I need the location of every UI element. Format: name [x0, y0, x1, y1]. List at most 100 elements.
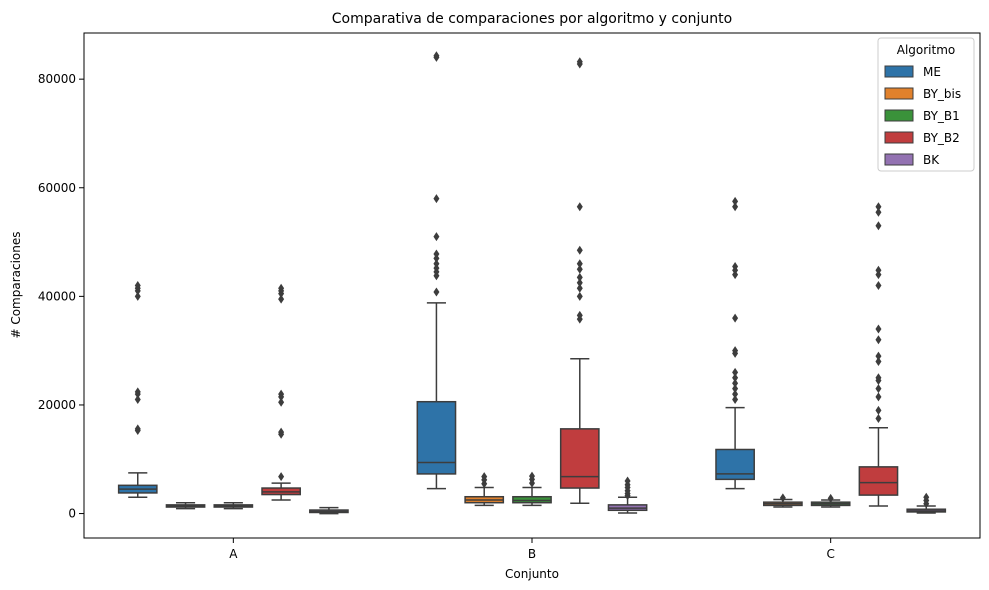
outlier-point: [278, 283, 285, 293]
outlier-point: [732, 395, 739, 405]
outlier-point: [433, 194, 440, 204]
outlier-point: [576, 278, 583, 288]
x-tick-label: B: [528, 547, 536, 561]
legend-label-BY_B2: BY_B2: [923, 131, 960, 145]
outlier-point: [278, 472, 285, 482]
outlier-point: [433, 249, 440, 259]
box-BY_bis-B: [464, 472, 505, 507]
outlier-point: [732, 367, 739, 377]
outlier-point: [875, 335, 882, 345]
outlier-point: [278, 389, 285, 399]
plot-area: [117, 51, 947, 515]
outlier-point: [134, 424, 141, 434]
box-BY_B2-A: [261, 283, 301, 501]
outlier-point: [433, 232, 440, 242]
outlier-point: [875, 373, 882, 383]
chart-title: Comparativa de comparaciones por algorit…: [332, 11, 732, 27]
box-ME-B: [416, 51, 457, 490]
box-BK-B: [607, 476, 648, 514]
iqr-box: [715, 448, 755, 481]
outlier-point: [732, 373, 739, 383]
y-tick-label: 20000: [38, 398, 76, 412]
outlier-point: [481, 472, 488, 482]
legend-label-ME: ME: [923, 65, 941, 79]
outlier-point: [278, 294, 285, 304]
box-ME-A: [117, 281, 158, 499]
outlier-point: [732, 196, 739, 206]
legend-label-BK: BK: [923, 153, 940, 167]
outlier-point: [134, 281, 141, 290]
outlier-point: [875, 384, 882, 394]
outlier-point: [875, 207, 882, 217]
axes-frame: [83, 32, 981, 539]
outlier-point: [576, 259, 583, 269]
x-tick-label: C: [826, 547, 834, 561]
outlier-point: [875, 414, 882, 424]
y-tick-label: 0: [68, 507, 76, 521]
outlier-point: [779, 493, 786, 503]
x-axis-label: Conjunto: [505, 567, 559, 581]
outlier-point: [875, 392, 882, 402]
box-BY_B1-A: [213, 501, 254, 510]
outlier-point: [875, 357, 882, 367]
outlier-point: [433, 51, 440, 61]
outlier-point: [576, 272, 583, 282]
box-ME-C: [715, 196, 755, 490]
outlier-point: [732, 389, 739, 399]
legend: Algoritmo ME BY_bis BY_B1 BY_B2 BK: [877, 37, 975, 172]
box-BY_B1-C: [810, 493, 851, 508]
box-BY_B2-B: [559, 57, 600, 504]
legend-label-BY_B1: BY_B1: [923, 109, 960, 123]
outlier-point: [624, 476, 631, 486]
outlier-point: [134, 387, 141, 397]
outlier-point: [278, 397, 285, 407]
y-tick-label: 60000: [38, 181, 76, 195]
box-BK-A: [309, 506, 349, 515]
outlier-point: [433, 259, 440, 269]
outlier-point: [875, 265, 882, 275]
iqr-box: [559, 428, 600, 489]
outlier-point: [875, 324, 882, 334]
legend-label-BY_bis: BY_bis: [923, 87, 961, 101]
box-BY_bis-A: [165, 501, 206, 510]
outlier-point: [732, 346, 739, 356]
outlier-point: [576, 202, 583, 212]
outlier-point: [732, 313, 739, 323]
outlier-point: [576, 283, 583, 293]
outlier-point: [529, 471, 535, 481]
legend-swatch-BK: [884, 153, 914, 166]
legend-swatch-BY_bis: [884, 87, 914, 100]
box-BY_B1-B: [512, 471, 552, 507]
y-axis: 0 20000 40000 60000 80000: [38, 72, 84, 521]
x-axis: A B C: [229, 538, 835, 561]
box-BK-C: [906, 492, 947, 514]
outlier-point: [278, 427, 285, 437]
outlier-point: [576, 245, 583, 255]
legend-swatch-BY_B2: [884, 131, 914, 144]
iqr-box: [512, 495, 552, 504]
legend-swatch-BY_B1: [884, 109, 914, 122]
outlier-point: [875, 202, 882, 212]
y-axis-label: # Comparaciones: [9, 231, 23, 338]
outlier-point: [875, 281, 882, 290]
outlier-point: [827, 493, 834, 503]
outlier-point: [134, 291, 141, 301]
outlier-point: [576, 57, 583, 67]
y-tick-label: 40000: [38, 289, 76, 303]
legend-swatch-ME: [884, 65, 914, 78]
outlier-point: [732, 261, 739, 271]
box-BY_bis-C: [763, 493, 803, 508]
box-BY_B2-C: [858, 202, 899, 507]
legend-title: Algoritmo: [897, 43, 956, 57]
outlier-point: [576, 310, 583, 320]
y-tick-label: 80000: [38, 72, 76, 86]
outlier-point: [923, 492, 930, 502]
outlier-point: [875, 405, 882, 415]
outlier-point: [732, 378, 739, 388]
iqr-box: [858, 466, 899, 496]
outlier-point: [732, 202, 739, 212]
legend-frame: [877, 37, 975, 172]
outlier-point: [576, 291, 583, 301]
x-tick-label: A: [229, 547, 238, 561]
